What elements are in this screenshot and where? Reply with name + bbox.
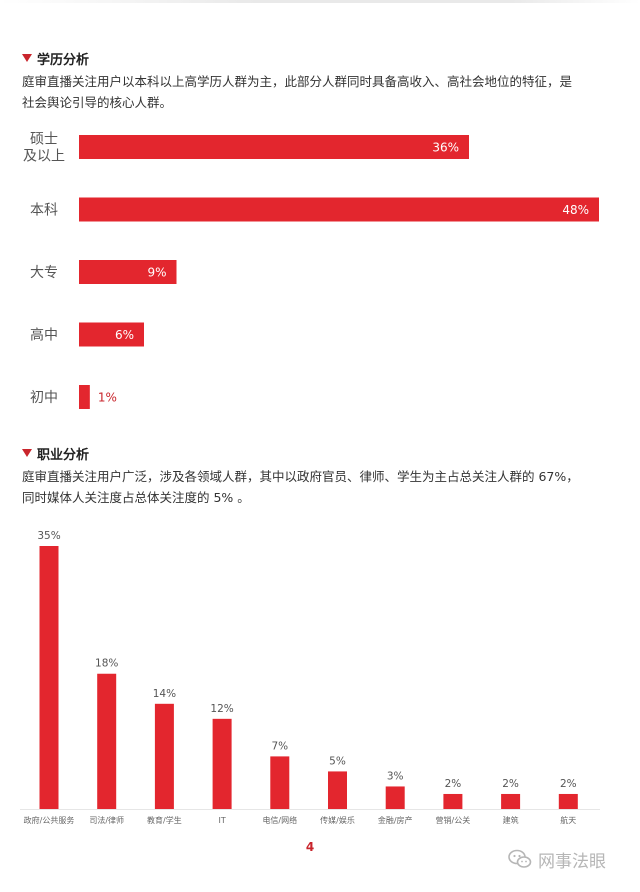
occupation-value-label: 14% xyxy=(153,688,176,700)
education-bar xyxy=(79,135,469,159)
occupation-value-label: 35% xyxy=(37,530,60,542)
occupation-category-label: 政府/公共服务 xyxy=(24,815,75,825)
occupation-bar xyxy=(212,718,232,809)
occupation-value-label: 2% xyxy=(445,778,462,790)
education-bar xyxy=(79,385,90,409)
occupation-value-label: 12% xyxy=(210,703,233,715)
triangle-down-icon xyxy=(22,54,32,62)
occupation-category-label: 航天 xyxy=(560,815,576,825)
occupation-category-label: 营销/公关 xyxy=(436,815,471,825)
occupation-value-label: 18% xyxy=(95,658,118,670)
education-value-label: 48% xyxy=(562,203,589,217)
education-desc-line-2: 社会舆论引导的核心人群。 xyxy=(22,95,173,110)
occupation-bar xyxy=(154,703,174,809)
page-top-rule xyxy=(0,0,640,3)
occupation-heading-text: 职业分析 xyxy=(37,447,90,463)
occupation-value-label: 7% xyxy=(271,740,288,752)
education-bar xyxy=(79,197,599,222)
page-number: 4 xyxy=(305,840,315,854)
occupation-bar xyxy=(39,546,59,809)
occupation-category-label: IT xyxy=(218,816,225,825)
wechat-icon xyxy=(508,849,532,868)
occupation-desc-line-2: 同时媒体人关注度占总体关注度的 5% 。 xyxy=(22,490,250,505)
education-value-label: 6% xyxy=(115,328,134,342)
occupation-category-label: 传媒/娱乐 xyxy=(320,815,355,825)
occupation-category-label: 电信/网络 xyxy=(262,815,297,825)
occupation-bar xyxy=(270,756,290,809)
education-category-label: 本科 xyxy=(30,203,58,219)
occupation-category-label: 建筑 xyxy=(503,815,519,825)
occupation-value-label: 5% xyxy=(329,755,346,767)
education-category-label: 硕士 xyxy=(30,132,58,148)
occupation-bar xyxy=(328,771,347,809)
occupation-bar xyxy=(443,793,463,809)
occupation-section-heading: 职业分析 xyxy=(22,443,89,463)
occupation-bar-chart: 35% 政府/公共服务 18% 司法/律师 14% 教育/学生 12% IT 7% 电信/网络 5%… xyxy=(20,530,600,825)
occupation-bar xyxy=(385,786,405,809)
education-category-label: 初中 xyxy=(30,389,58,406)
occupation-bar xyxy=(501,793,521,809)
watermark: 网事法眼 xyxy=(508,846,606,872)
education-category-label: 及以上 xyxy=(23,149,65,165)
occupation-value-label: 3% xyxy=(387,770,404,782)
education-desc-line-1: 庭审直播关注用户以本科以上高学历人群为主，此部分人群同时具备高收入、高社会地位的… xyxy=(22,74,573,89)
occupation-desc-line-1: 庭审直播关注用户广泛，涉及各领域人群，其中以政府官员、律师、学生为主占总关注人群… xyxy=(22,469,579,484)
triangle-down-icon xyxy=(22,449,32,457)
education-category-label: 大专 xyxy=(30,265,58,281)
education-section-heading: 学历分析 xyxy=(22,48,89,68)
watermark-text: 网事法眼 xyxy=(538,851,606,872)
education-value-label: 9% xyxy=(147,266,166,280)
education-value-label: 36% xyxy=(432,141,459,155)
education-description: 庭审直播关注用户以本科以上高学历人群为主，此部分人群同时具备高收入、高社会地位的… xyxy=(22,71,622,113)
occupation-value-label: 2% xyxy=(560,778,577,790)
education-value-label: 1% xyxy=(98,391,117,405)
occupation-category-label: 司法/律师 xyxy=(89,815,124,825)
occupation-bar xyxy=(558,793,578,809)
education-bar xyxy=(79,260,177,284)
education-heading-text: 学历分析 xyxy=(37,52,90,68)
education-bar xyxy=(79,322,144,347)
occupation-category-label: 教育/学生 xyxy=(147,815,182,825)
occupation-description: 庭审直播关注用户广泛，涉及各领域人群，其中以政府官员、律师、学生为主占总关注人群… xyxy=(22,466,622,508)
occupation-value-label: 2% xyxy=(502,778,519,790)
education-category-label: 高中 xyxy=(30,327,58,344)
occupation-category-label: 金融/房产 xyxy=(378,815,413,825)
occupation-bar xyxy=(97,673,117,809)
